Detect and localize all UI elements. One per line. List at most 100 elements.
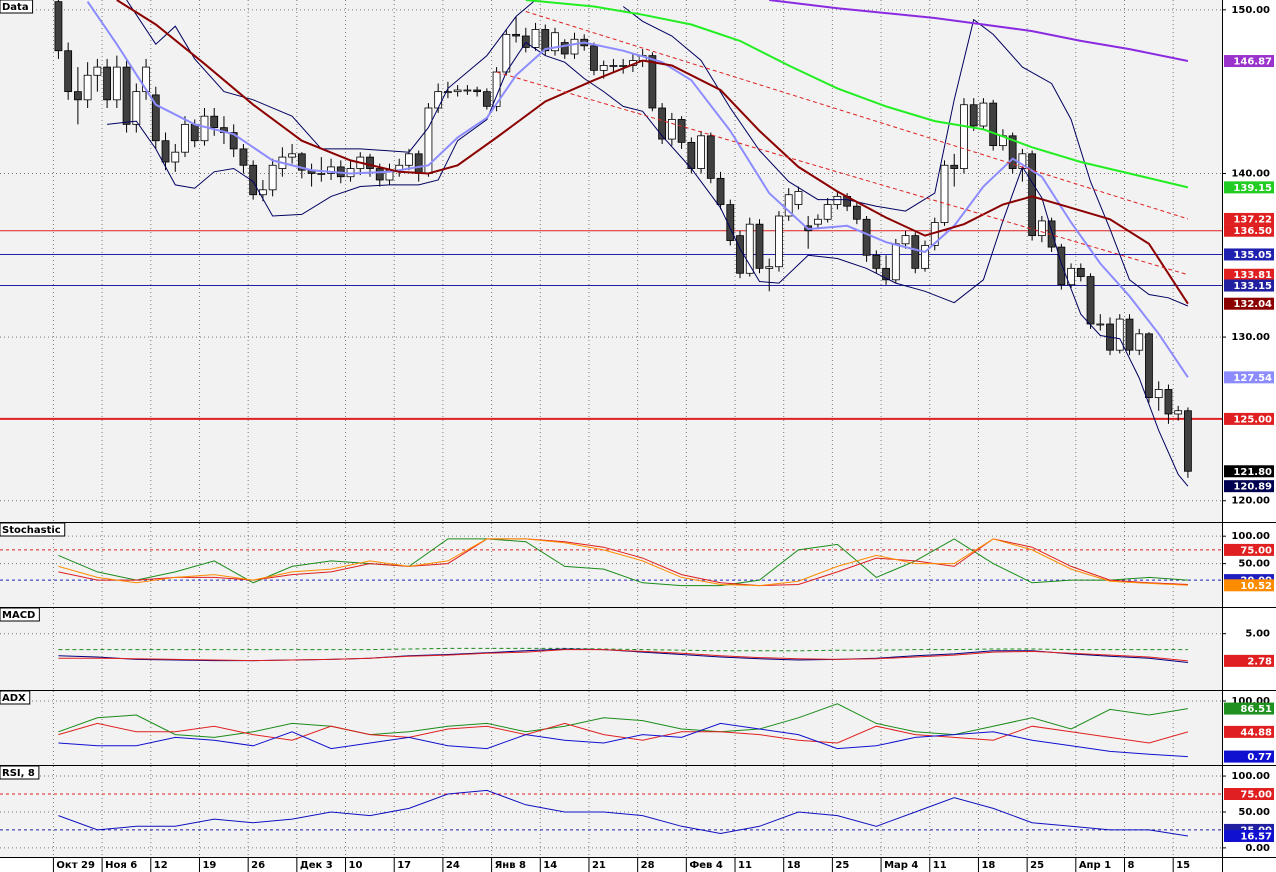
panel-title-box <box>0 522 66 537</box>
candle-body <box>492 71 501 107</box>
candle-body <box>239 148 248 166</box>
value-marker <box>1224 750 1274 763</box>
candle-body <box>950 164 959 169</box>
candle-body <box>697 135 705 169</box>
candle-body <box>570 38 579 55</box>
candle-body <box>940 164 949 223</box>
x-tick-label: Дек 3 <box>300 860 333 871</box>
candle-body <box>366 156 374 169</box>
candle-body <box>73 91 82 101</box>
candle-body <box>667 119 676 140</box>
candle-body <box>755 223 764 269</box>
candle-body <box>726 204 735 241</box>
candle-body <box>599 65 608 71</box>
value-marker <box>1224 702 1274 715</box>
y-tick-label: 5.00 <box>1245 629 1270 640</box>
candle-body <box>297 153 306 171</box>
x-tick-label: Ноя 6 <box>105 860 137 871</box>
x-tick-label: 15 <box>1176 860 1190 871</box>
candle-body <box>463 89 472 92</box>
candle-body <box>1096 323 1105 326</box>
x-tick-label: 18 <box>981 860 995 871</box>
x-tick-label: 11 <box>738 860 752 871</box>
candle-body <box>862 218 871 256</box>
panel-title: Stochastic <box>2 525 61 536</box>
candle-body <box>268 164 277 191</box>
candle-body <box>1154 389 1163 399</box>
candle-body <box>132 91 141 125</box>
value-marker-label: 16.57 <box>1240 831 1272 842</box>
y-tick-label: 100.00 <box>1231 531 1270 542</box>
candle-body <box>112 66 121 101</box>
panel-title: Data <box>2 2 29 13</box>
value-marker-label: 0.77 <box>1247 752 1272 763</box>
x-tick-label: Окт 29 <box>56 860 95 871</box>
value-marker <box>1224 181 1274 194</box>
candle-body <box>775 215 783 268</box>
candle-body <box>93 66 102 76</box>
value-marker <box>1224 543 1274 556</box>
candle-body <box>687 141 696 169</box>
candle-body <box>1076 267 1085 277</box>
panel-background <box>0 766 1222 857</box>
candle-body <box>1067 267 1075 286</box>
value-marker <box>1224 279 1274 292</box>
indicator-line <box>58 647 1188 652</box>
value-marker <box>1224 788 1274 801</box>
x-tick-label: 14 <box>543 860 557 871</box>
candle-body <box>512 33 520 37</box>
candle-body <box>1028 153 1037 237</box>
value-marker-label: 133.15 <box>1233 281 1272 292</box>
candle-body <box>852 205 861 220</box>
value-marker <box>1224 248 1274 261</box>
y-tick-label: 50.00 <box>1238 559 1270 570</box>
candle-body <box>765 266 774 269</box>
value-marker <box>1224 725 1274 738</box>
candle-body <box>1037 220 1046 237</box>
y-tick-label: 0.00 <box>1245 843 1270 854</box>
candle-body <box>122 66 131 125</box>
candle-body <box>181 123 189 153</box>
candle-body <box>151 94 160 142</box>
candle-body <box>531 29 540 48</box>
candle-body <box>161 140 170 163</box>
candle-body <box>658 107 667 140</box>
candle-body <box>1184 410 1192 472</box>
candle-body <box>210 115 219 129</box>
x-tick-label: Мар 4 <box>884 860 918 871</box>
candle-body <box>921 245 929 269</box>
candle-body <box>83 74 92 101</box>
value-marker-label: 127.54 <box>1233 373 1272 384</box>
value-marker-label: 146.87 <box>1233 57 1272 68</box>
candle-body <box>64 50 73 93</box>
indicator-line <box>58 789 1188 837</box>
candle-body <box>1125 318 1134 351</box>
x-tick-label: 19 <box>202 860 216 871</box>
y-tick-label: 50.00 <box>1238 807 1270 818</box>
candle-body <box>677 119 686 143</box>
candle-body <box>882 267 890 281</box>
y-tick-label: 130.00 <box>1231 332 1270 343</box>
candle-body <box>901 235 910 245</box>
y-tick-label: 100.00 <box>1231 771 1270 782</box>
candle-body <box>891 243 900 281</box>
value-marker-label: 121.80 <box>1233 467 1272 478</box>
candle-body <box>541 29 550 52</box>
x-tick-label: 24 <box>446 860 460 871</box>
candle-body <box>54 1 63 52</box>
candle-body <box>736 235 744 274</box>
candle-body <box>794 191 803 205</box>
candle-body <box>444 91 452 94</box>
value-marker <box>1224 224 1274 237</box>
candle-body <box>1135 333 1144 351</box>
overlay-line <box>769 0 1189 62</box>
candle-body <box>434 91 443 109</box>
candle-body <box>1057 246 1066 286</box>
candle-body <box>784 194 793 217</box>
value-marker <box>1224 412 1274 425</box>
candle-body <box>1008 135 1017 169</box>
candle-body <box>960 104 968 169</box>
overlay-line <box>107 41 1189 487</box>
candle-body <box>551 32 559 52</box>
